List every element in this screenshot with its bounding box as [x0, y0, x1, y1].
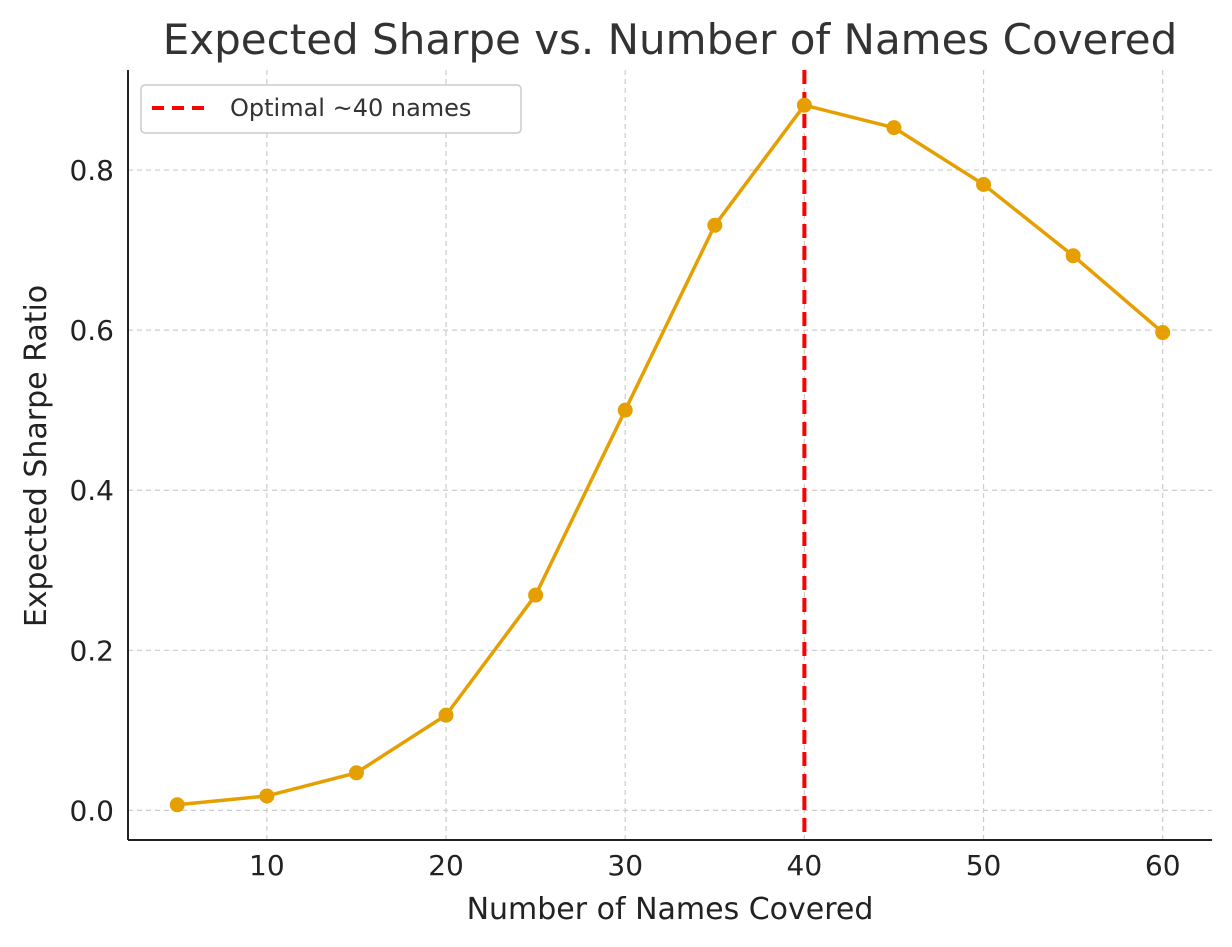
data-point-10 [1065, 248, 1081, 264]
data-point-4 [528, 587, 544, 603]
data-point-5 [617, 402, 633, 418]
y-tick-label-1: 0.2 [69, 634, 114, 667]
x-tick-label-3: 40 [787, 849, 823, 882]
data-point-1 [259, 788, 275, 804]
x-tick-label-5: 60 [1145, 849, 1181, 882]
data-point-3 [438, 707, 454, 723]
y-tick-label-3: 0.6 [69, 314, 114, 347]
y-tick-label-0: 0.0 [69, 794, 114, 827]
data-point-2 [348, 765, 364, 781]
data-point-8 [886, 120, 902, 136]
x-tick-label-2: 30 [607, 849, 643, 882]
series-layer [169, 97, 1171, 813]
legend-box [140, 84, 522, 134]
series-line-0 [177, 103, 1164, 807]
legend: Optimal ~40 names [140, 84, 522, 134]
y-tick-label-2: 0.4 [69, 474, 114, 507]
data-point-9 [976, 176, 992, 192]
y-tick-label-4: 0.8 [69, 154, 114, 187]
chart-title: Expected Sharpe vs. Number of Names Cove… [163, 15, 1177, 64]
y-axis-label: Expected Sharpe Ratio [19, 285, 54, 627]
x-axis-label: Number of Names Covered [467, 892, 874, 927]
x-tick-label-0: 10 [249, 849, 285, 882]
data-point-0 [169, 797, 185, 813]
data-point-7 [796, 97, 812, 113]
data-point-11 [1155, 325, 1171, 341]
data-point-6 [707, 217, 723, 233]
legend-entry-optimal: Optimal ~40 names [230, 94, 471, 122]
ticks-layer: 10 20 30 40 50 60 0.0 0.2 0.4 0.6 0.8 [69, 154, 1180, 882]
x-tick-label-1: 20 [428, 849, 464, 882]
x-tick-label-4: 50 [966, 849, 1002, 882]
axes-layer [127, 70, 1212, 841]
